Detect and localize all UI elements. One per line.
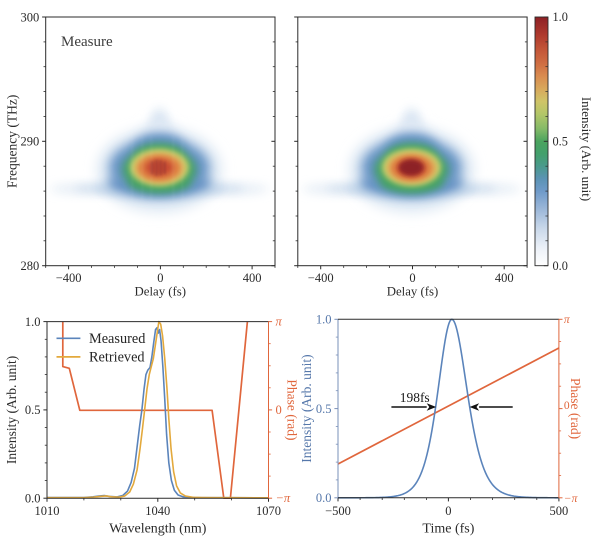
svg-text:Intensity (Arb. unit): Intensity (Arb. unit) [299, 354, 314, 462]
svg-text:1010: 1010 [35, 504, 60, 518]
svg-text:π: π [564, 314, 571, 326]
svg-text:0.5: 0.5 [553, 135, 568, 149]
svg-text:1.0: 1.0 [25, 315, 41, 329]
svg-text:1.0: 1.0 [316, 313, 332, 327]
svg-text:0: 0 [157, 271, 163, 285]
svg-text:0.0: 0.0 [316, 491, 332, 505]
svg-text:0.5: 0.5 [25, 403, 41, 417]
svg-text:500: 500 [550, 504, 569, 518]
svg-text:0.0: 0.0 [25, 492, 41, 506]
svg-text:−400: −400 [308, 271, 334, 285]
svg-text:Delay (fs): Delay (fs) [387, 285, 439, 299]
svg-text:Measure: Measure [61, 34, 113, 50]
svg-text:1.0: 1.0 [553, 10, 568, 24]
svg-text:0.5: 0.5 [316, 402, 332, 416]
svg-text:Wavelength (nm): Wavelength (nm) [109, 522, 207, 537]
svg-text:Phase (rad): Phase (rad) [285, 379, 300, 440]
svg-text:−π: −π [276, 491, 291, 505]
svg-text:Retrieved: Retrieved [89, 350, 145, 366]
svg-text:Intensity (Arb. unit): Intensity (Arb. unit) [4, 356, 19, 464]
svg-text:−500: −500 [325, 504, 351, 518]
svg-text:Delay (fs): Delay (fs) [135, 285, 187, 299]
svg-text:0.0: 0.0 [553, 259, 568, 273]
svg-text:0: 0 [276, 403, 282, 417]
svg-text:Measured: Measured [89, 331, 145, 347]
svg-text:Phase (rad): Phase (rad) [568, 378, 583, 439]
svg-text:1070: 1070 [256, 504, 281, 518]
svg-text:198fs: 198fs [400, 390, 430, 405]
svg-text:290: 290 [20, 135, 39, 149]
svg-text:400: 400 [243, 271, 262, 285]
svg-text:300: 300 [20, 10, 39, 24]
svg-text:Intensity (Arb. unit): Intensity (Arb. unit) [579, 97, 594, 201]
svg-text:π: π [276, 315, 283, 329]
svg-text:−π: −π [564, 493, 579, 505]
svg-text:0: 0 [564, 400, 570, 412]
svg-text:0: 0 [445, 504, 451, 518]
svg-text:1040: 1040 [145, 504, 170, 518]
svg-text:400: 400 [495, 271, 514, 285]
svg-text:−400: −400 [56, 271, 82, 285]
svg-text:Frequency (THz): Frequency (THz) [5, 95, 20, 188]
svg-text:Time (fs): Time (fs) [422, 522, 474, 537]
svg-text:280: 280 [20, 259, 39, 273]
svg-text:0: 0 [409, 271, 415, 285]
